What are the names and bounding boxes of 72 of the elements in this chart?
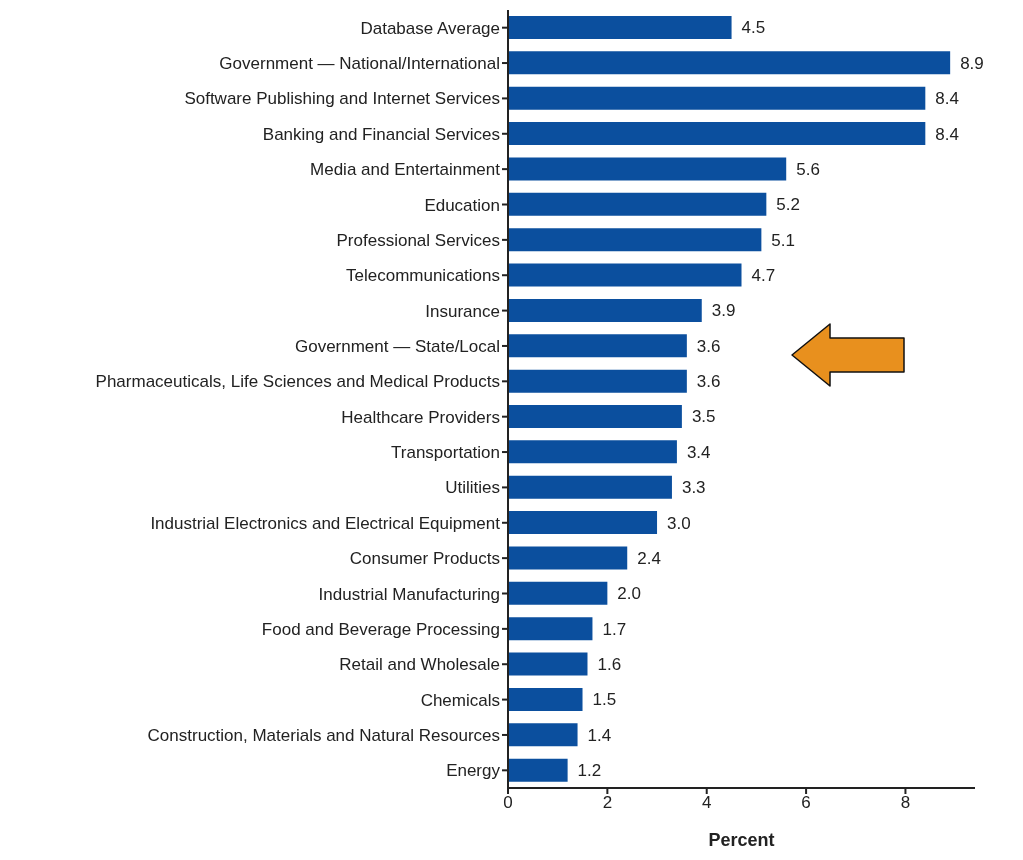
bar [508,157,787,181]
bar [508,86,926,110]
y-tick-label: Utilities [445,478,500,498]
y-tick-label: Government — National/International [219,54,500,74]
bar [508,511,658,535]
data-label: 3.6 [696,372,721,392]
data-label: 2.0 [617,584,641,604]
y-tick-label: Telecommunications [345,266,500,286]
y-tick-label: Education [424,195,500,215]
y-tick-label: Construction, Materials and Natural Resources [147,725,500,745]
data-label: 8.4 [935,89,959,109]
bar [508,723,578,747]
bar [508,298,702,322]
data-label: 5.2 [776,195,800,215]
bar [508,16,732,39]
y-tick-label: Consumer Products [349,549,500,569]
x-tick-label: 0 [503,793,513,813]
x-tick-label: 2 [602,793,613,813]
x-axis-title: Percent [708,830,775,850]
data-label: 1.5 [592,690,617,710]
bar [508,51,951,75]
bar [508,687,583,711]
data-label: 3.0 [667,513,691,533]
data-label: 5.1 [771,230,796,250]
bar [508,475,672,499]
data-label: 2.4 [637,548,661,568]
x-tick-label: 8 [900,793,911,813]
y-tick-label: Industrial Electronics and Electrical Equipment [150,513,501,533]
y-tick-label: Industrial Manufacturing [318,584,500,604]
data-label: 3.3 [681,478,706,498]
data-label: 3.5 [691,407,716,427]
bar [508,263,742,287]
y-tick-label: Media and Entertainment [310,160,501,180]
y-tick-label: Professional Services [336,230,500,250]
data-label: 3.6 [696,336,721,356]
bar [508,122,926,146]
data-label: 8.9 [960,53,984,73]
data-label: 4.5 [741,18,766,38]
bar [508,758,568,782]
bar [508,652,588,676]
bar [508,440,677,464]
bar [508,228,762,252]
bar [508,546,628,570]
bar [508,405,682,428]
bar [508,334,687,358]
y-tick-label: Pharmaceuticals, Life Sciences and Medical Products [95,372,500,392]
bar [508,369,687,393]
data-label: 3.4 [686,442,711,462]
data-label: 3.9 [711,301,736,321]
y-tick-label: Government — State/Local [294,336,500,356]
data-label: 1.6 [597,655,622,674]
bar [508,192,767,216]
y-tick-label: Chemicals [420,690,500,710]
data-label: 1.2 [577,761,602,781]
y-tick-label: Insurance [425,301,500,321]
x-tick-label: 4 [701,793,712,813]
x-tick-label: 6 [801,793,811,813]
data-label: 4.7 [751,266,776,285]
y-tick-label: Retail and Wholesale [339,655,500,675]
bar [508,617,593,641]
y-tick-label: Software Publishing and Internet Services [184,89,500,109]
y-tick-label: Database Average [360,18,500,38]
data-label: 1.4 [587,725,612,745]
y-tick-label: Healthcare Providers [341,407,500,427]
y-tick-label: Energy [446,761,501,781]
y-tick-label: Food and Beverage Processing [261,619,500,639]
y-tick-label: Transportation [391,443,500,463]
data-label: 1.7 [602,619,627,639]
data-label: 8.4 [935,124,959,144]
data-label: 5.6 [796,159,820,179]
bar [508,581,608,605]
y-tick-label: Banking and Financial Services [262,124,500,144]
